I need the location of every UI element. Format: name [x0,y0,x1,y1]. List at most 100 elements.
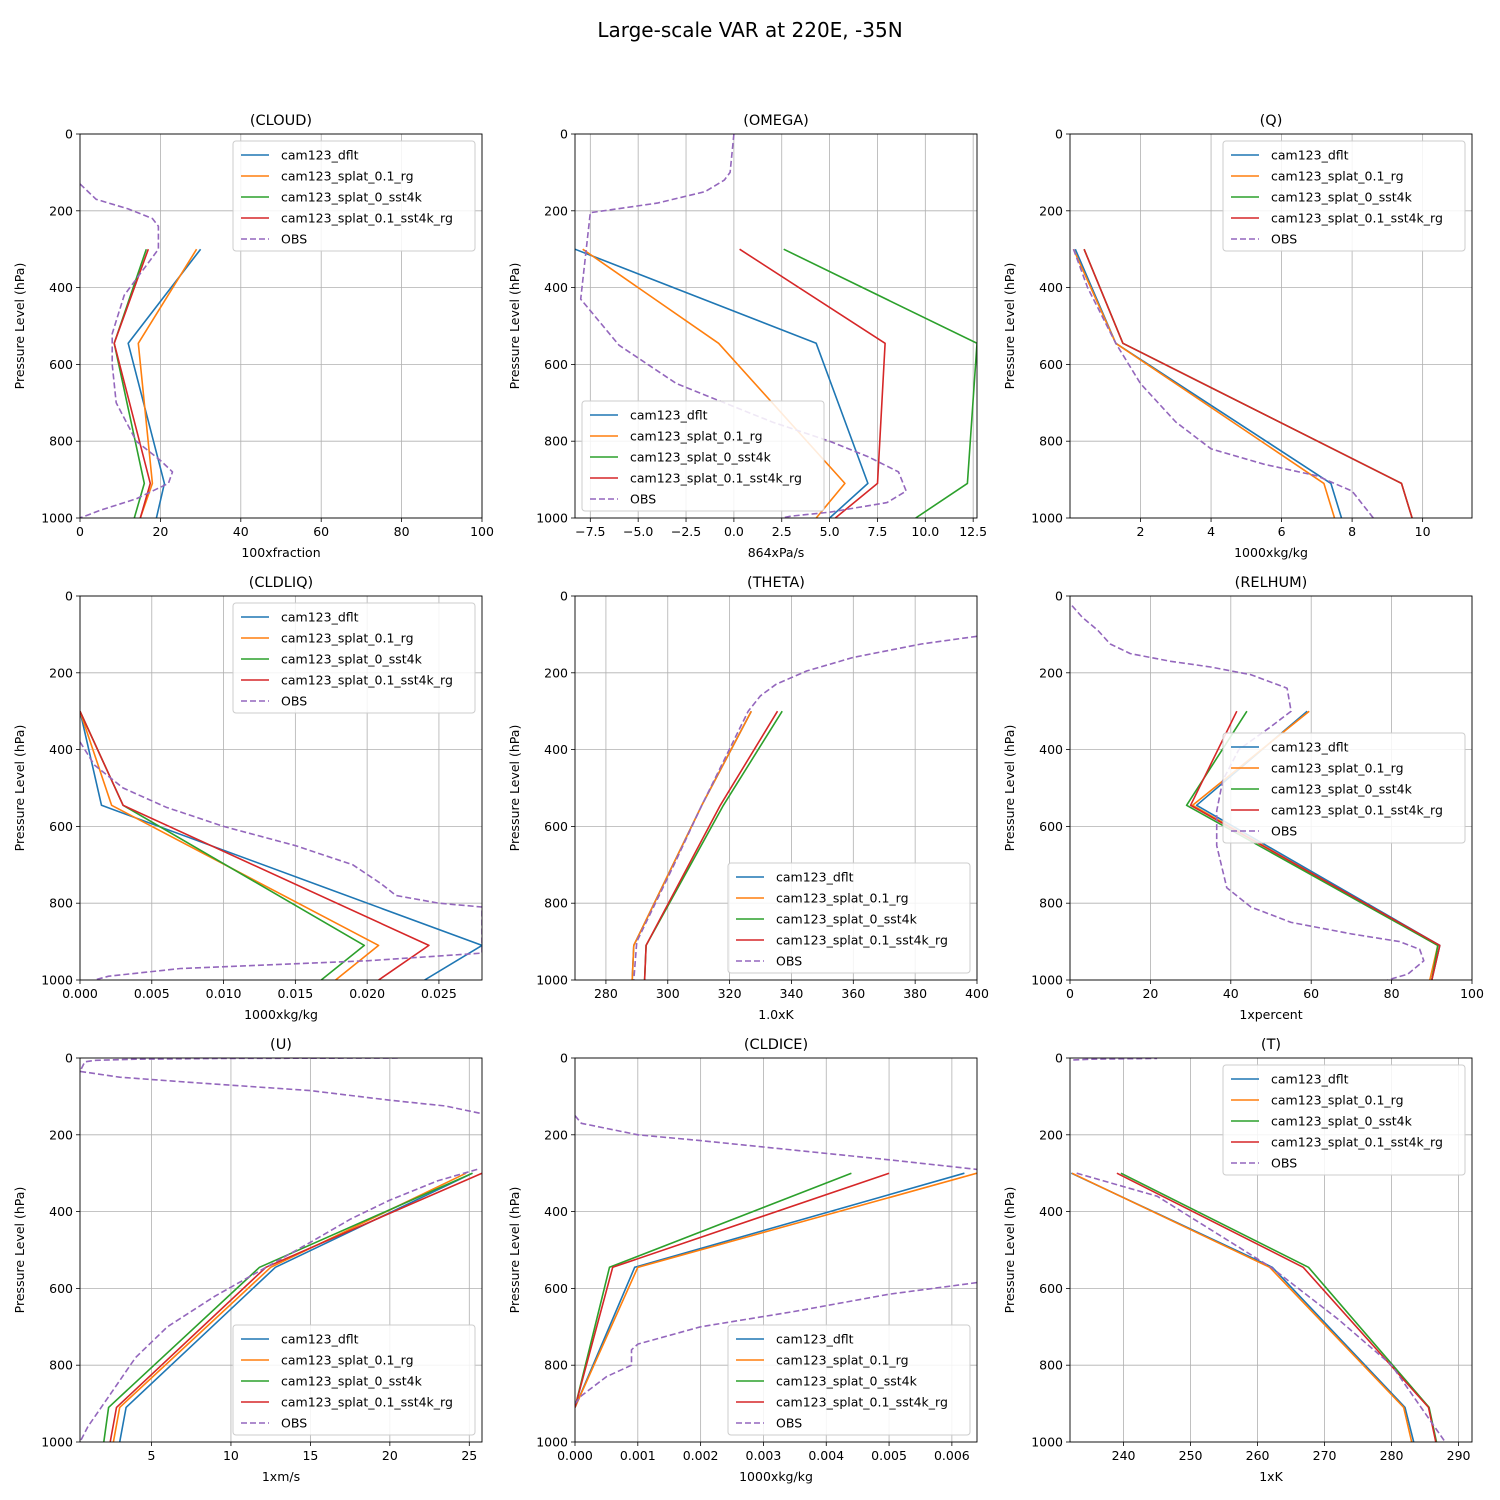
y-tick-label: 800 [544,896,568,911]
y-tick-label: 400 [544,742,568,757]
panel-title: (CLDICE) [744,1037,808,1053]
y-tick-label: 600 [544,1281,568,1296]
x-tick-label: 360 [841,986,865,1001]
y-tick-label: 600 [1039,819,1063,834]
x-axis-label: 1000xkg/kg [1234,545,1308,560]
legend-label: cam123_splat_0_sst4k [1271,190,1413,205]
panel-cldice: (CLDICE) 0.000 0.001 0.002 0.003 0.004 0.005 0.… [507,1037,978,1484]
legend-label: cam123_splat_0.1_rg [1271,169,1404,184]
legend: cam123_dflt cam123_splat_0.1_rg cam123_spl… [232,140,476,252]
legend-label: cam123_dflt [281,610,359,625]
x-axis-label: 1xpercent [1239,1007,1302,1022]
y-tick-label: 0 [560,1051,568,1066]
x-tick-label: 2.5 [772,524,792,539]
legend-box [1222,140,1466,252]
x-tick-label: 250 [1179,1448,1203,1463]
series-line-cam123-splat-0-1-sst4k-rg [109,1172,482,1442]
series-line-cam123-splat-0-1-rg [631,710,753,980]
panel-title: (U) [270,1037,292,1053]
legend-label: cam123_splat_0.1_sst4k_rg [1271,211,1443,226]
legend-label: OBS [281,232,307,247]
legend-label: OBS [776,954,802,969]
panel-title: (T) [1261,1037,1281,1053]
legend-box [581,400,825,512]
axes-frame [1069,1057,1473,1443]
x-tick-label: 2 [1137,524,1145,539]
series-line-obs [80,1168,478,1442]
x-tick-label: 7.5 [868,524,888,539]
axes-frame [574,133,978,519]
legend-label: cam123_splat_0_sst4k [776,1374,918,1389]
x-tick-label: 5 [148,1448,156,1463]
series-lines [80,1058,482,1442]
legend-label: cam123_dflt [776,870,854,885]
y-tick-label: 200 [1039,665,1063,680]
x-tick-label: 0.000 [62,986,98,1001]
y-tick-label: 600 [544,819,568,834]
x-tick-label: 40 [233,524,249,539]
y-tick-label: 800 [1039,434,1063,449]
x-tick-label: 0.010 [206,986,242,1001]
x-tick-label: 300 [656,986,680,1001]
figure-title: Large-scale VAR at 220E, -35N [597,18,902,42]
x-tick-label: 280 [1380,1448,1404,1463]
x-tick-label: 380 [903,986,927,1001]
legend-label: cam123_dflt [776,1332,854,1347]
x-tick-label: −2.5 [671,524,701,539]
y-tick-label: 400 [1039,1204,1063,1219]
axes-frame [1069,133,1473,519]
legend-label: OBS [630,492,656,507]
y-tick-label: 200 [49,665,73,680]
panel-cldliq: (CLDLIQ) 0.000 0.005 0.010 0.015 0.020 0.025 0 2… [12,575,483,1022]
x-tick-label: 40 [1223,986,1239,1001]
series-line-obs [1076,1172,1446,1442]
y-axis-label: Pressure Level (hPa) [1002,1187,1017,1314]
legend-label: cam123_dflt [1271,740,1349,755]
x-tick-label: 100 [1460,986,1484,1001]
legend-label: cam123_splat_0.1_sst4k_rg [1271,1135,1443,1150]
x-tick-label: 0.020 [349,986,385,1001]
panel-title: (THETA) [747,575,805,591]
legend: cam123_dflt cam123_splat_0.1_rg cam123_spl… [1222,732,1466,844]
y-tick-label: 400 [544,1204,568,1219]
y-tick-label: 0 [1055,1051,1063,1066]
legend-label: cam123_dflt [281,1332,359,1347]
y-tick-label: 0 [1055,589,1063,604]
x-tick-label: 0.005 [871,1448,907,1463]
y-tick-label: 0 [65,127,73,142]
y-tick-label: 800 [1039,896,1063,911]
series-line-cam123-splat-0-1-sst4k-rg [575,1172,890,1408]
legend-box [727,862,971,974]
series-line-cam123-splat-0-1-rg [1072,248,1336,518]
legend: cam123_dflt cam123_splat_0.1_rg cam123_spl… [727,1324,971,1436]
legend-label: cam123_dflt [1271,148,1349,163]
panel-cloud: (CLOUD)0 20 40 60 80 10002004006008001000100x… [12,113,494,560]
axes-frame [79,595,483,981]
axes-frame [79,1057,483,1443]
legend-label: cam123_splat_0.1_sst4k_rg [1271,803,1443,818]
x-tick-label: 20 [382,1448,398,1463]
y-tick-label: 1000 [41,511,73,526]
x-axis-label: 1.0xK [758,1007,794,1022]
legend-label: cam123_splat_0.1_rg [776,1353,909,1368]
panel-title: (OMEGA) [743,113,809,129]
y-axis-label: Pressure Level (hPa) [507,725,522,852]
panel-u: (U) 5 10 15 20 25 0 200 400 600 800 1000 1xm/s Pressu… [12,1037,483,1484]
legend: cam123_dflt cam123_splat_0.1_rg cam123_spl… [1222,140,1466,252]
series-lines [1072,248,1413,518]
legend-box [232,602,476,714]
panel-t: (T) 240 250 260 270 280 290 0 200 400 600 800 1000 1x… [1002,1037,1473,1484]
series-line-obs [80,183,174,518]
y-tick-label: 800 [49,434,73,449]
legend-box [1222,1064,1466,1176]
x-tick-label: 10 [1415,524,1431,539]
series-lines [631,635,977,980]
series-line-cam123-dflt [127,248,202,518]
y-tick-label: 1000 [536,1435,568,1450]
legend-label: cam123_splat_0.1_sst4k_rg [776,1395,948,1410]
legend-label: OBS [1271,232,1297,247]
panel-title: (RELHUM) [1235,575,1308,591]
x-axis-label: 1xm/s [262,1469,300,1484]
series-line-cam123-dflt [575,248,869,518]
legend-label: cam123_splat_0.1_rg [630,429,763,444]
